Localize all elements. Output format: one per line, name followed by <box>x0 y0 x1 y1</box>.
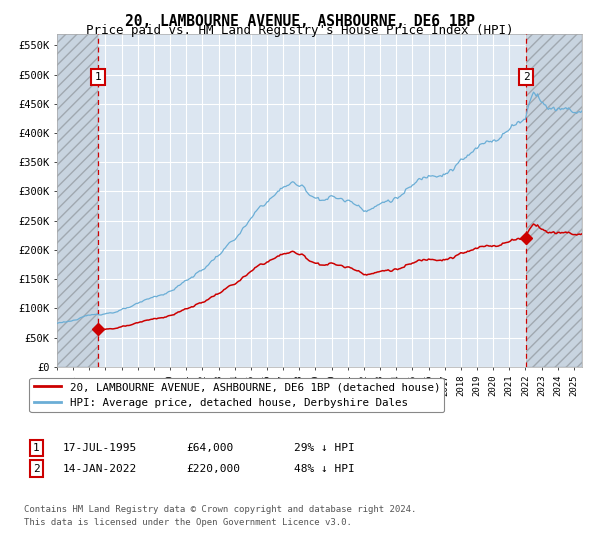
Text: 17-JUL-1995: 17-JUL-1995 <box>63 443 137 453</box>
Text: 29% ↓ HPI: 29% ↓ HPI <box>294 443 355 453</box>
Text: This data is licensed under the Open Government Licence v3.0.: This data is licensed under the Open Gov… <box>24 518 352 527</box>
Text: Price paid vs. HM Land Registry's House Price Index (HPI): Price paid vs. HM Land Registry's House … <box>86 24 514 37</box>
Text: 1: 1 <box>33 443 40 453</box>
Bar <box>57 34 98 367</box>
Legend: 20, LAMBOURNE AVENUE, ASHBOURNE, DE6 1BP (detached house), HPI: Average price, d: 20, LAMBOURNE AVENUE, ASHBOURNE, DE6 1BP… <box>29 378 445 412</box>
Bar <box>526 34 582 367</box>
Text: 2: 2 <box>33 464 40 474</box>
Text: 20, LAMBOURNE AVENUE, ASHBOURNE, DE6 1BP: 20, LAMBOURNE AVENUE, ASHBOURNE, DE6 1BP <box>125 14 475 29</box>
Text: Contains HM Land Registry data © Crown copyright and database right 2024.: Contains HM Land Registry data © Crown c… <box>24 505 416 514</box>
Text: 1: 1 <box>95 72 101 82</box>
Text: 48% ↓ HPI: 48% ↓ HPI <box>294 464 355 474</box>
Text: 14-JAN-2022: 14-JAN-2022 <box>63 464 137 474</box>
Text: £220,000: £220,000 <box>186 464 240 474</box>
Text: 2: 2 <box>523 72 529 82</box>
Text: £64,000: £64,000 <box>186 443 233 453</box>
